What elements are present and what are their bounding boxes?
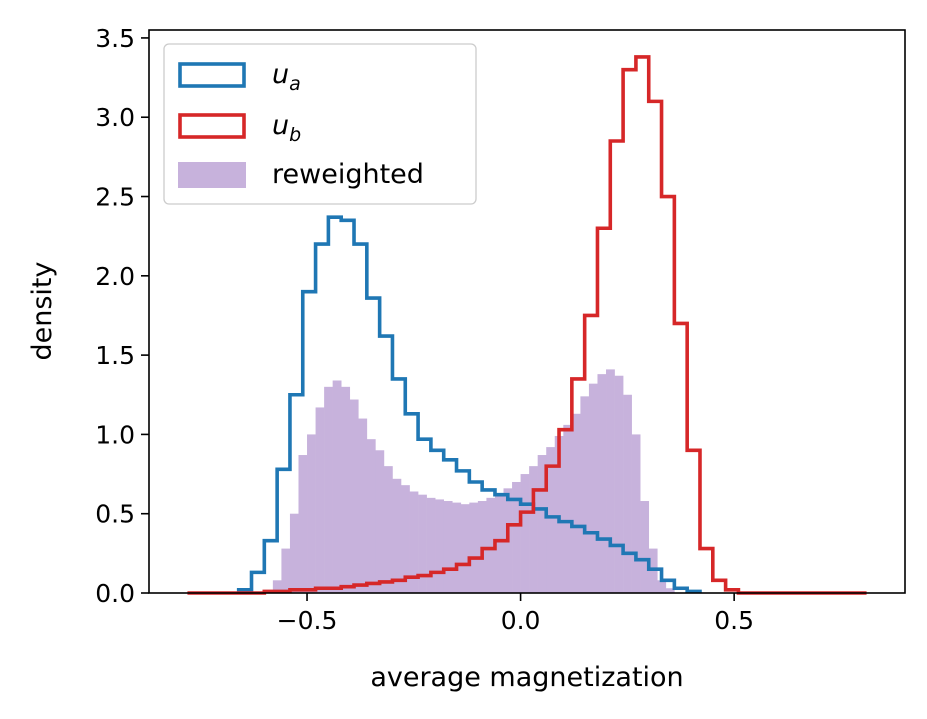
ticks-layer: −0.5 0.0 0.5 0.0 0.5 1.0 1.5 2.0 2.5 3.0 3.5 bbox=[95, 24, 754, 635]
y-tick-label: 2.5 bbox=[95, 183, 135, 212]
y-tick-label: 3.5 bbox=[95, 24, 135, 53]
y-tick-label: 0.0 bbox=[95, 579, 135, 608]
reweighted-bar bbox=[563, 424, 573, 593]
x-tick-label: 0.0 bbox=[501, 606, 541, 635]
reweighted-bar bbox=[392, 478, 402, 593]
reweighted-bar bbox=[580, 396, 590, 593]
reweighted-bar bbox=[452, 502, 462, 593]
reweighted-bar bbox=[571, 413, 581, 593]
x-tick-label: 0.5 bbox=[714, 606, 754, 635]
reweighted-bar bbox=[623, 394, 632, 593]
y-tick-label: 1.0 bbox=[95, 420, 135, 449]
reweighted-bar bbox=[460, 504, 470, 593]
legend: ua ub reweighted bbox=[163, 43, 477, 205]
y-tick-label: 1.5 bbox=[95, 341, 135, 370]
reweighted-bar bbox=[375, 450, 385, 593]
legend-swatch-u-b bbox=[178, 113, 246, 139]
reweighted-bar bbox=[606, 369, 615, 593]
reweighted-bar bbox=[272, 580, 282, 593]
reweighted-bar bbox=[332, 380, 342, 593]
legend-swatch-u-a bbox=[178, 62, 246, 88]
reweighted-bar bbox=[401, 485, 410, 593]
legend-label-reweighted: reweighted bbox=[272, 159, 424, 190]
reweighted-bar bbox=[349, 399, 359, 593]
reweighted-bar bbox=[324, 386, 333, 593]
reweighted-bar bbox=[614, 375, 624, 593]
reweighted-bar bbox=[640, 501, 650, 593]
reweighted-bar bbox=[366, 439, 376, 593]
x-tick-label: −0.5 bbox=[277, 606, 338, 635]
reweighted-bar bbox=[494, 494, 504, 593]
y-tick-label: 3.0 bbox=[95, 103, 135, 132]
reweighted-bar bbox=[631, 434, 641, 593]
reweighted-bar bbox=[409, 491, 419, 593]
reweighted-bar bbox=[307, 434, 316, 593]
reweighted-bar bbox=[289, 513, 299, 593]
y-tick-label: 2.0 bbox=[95, 262, 135, 291]
plot-frame bbox=[148, 29, 906, 594]
reweighted-bar bbox=[537, 455, 547, 593]
y-tick-label: 0.5 bbox=[95, 500, 135, 529]
reweighted-bar bbox=[281, 548, 291, 593]
reweighted-bar bbox=[358, 418, 368, 593]
reweighted-bar bbox=[426, 497, 436, 593]
reweighted-bar bbox=[529, 466, 538, 593]
legend-swatch-reweighted bbox=[178, 162, 246, 188]
reweighted-bar bbox=[435, 499, 445, 593]
reweighted-bar bbox=[469, 502, 479, 593]
reweighted-bar bbox=[597, 374, 607, 593]
reweighted-bar bbox=[546, 447, 556, 593]
reweighted-bar bbox=[418, 494, 427, 593]
reweighted-bar bbox=[665, 588, 675, 593]
legend-label-u-a: ua bbox=[272, 59, 301, 95]
reweighted-bar bbox=[512, 481, 521, 593]
reweighted-bar bbox=[443, 501, 453, 593]
reweighted-bar bbox=[588, 383, 598, 593]
reweighted-bar bbox=[383, 466, 393, 593]
series-layer bbox=[187, 55, 867, 595]
y-axis-label: density bbox=[27, 261, 58, 360]
reweighted-bar bbox=[486, 497, 496, 593]
reweighted-bar bbox=[520, 474, 530, 593]
reweighted-bar bbox=[341, 386, 351, 593]
reweighted-bar bbox=[315, 407, 325, 593]
reweighted-bar bbox=[298, 455, 308, 593]
reweighted-bar bbox=[657, 580, 667, 593]
legend-label-u-b: ub bbox=[272, 110, 301, 146]
x-axis-label: average magnetization bbox=[370, 662, 683, 693]
u-a-step-line bbox=[236, 215, 702, 594]
u-b-step-line bbox=[187, 55, 867, 595]
reweighted-bar bbox=[554, 435, 564, 593]
